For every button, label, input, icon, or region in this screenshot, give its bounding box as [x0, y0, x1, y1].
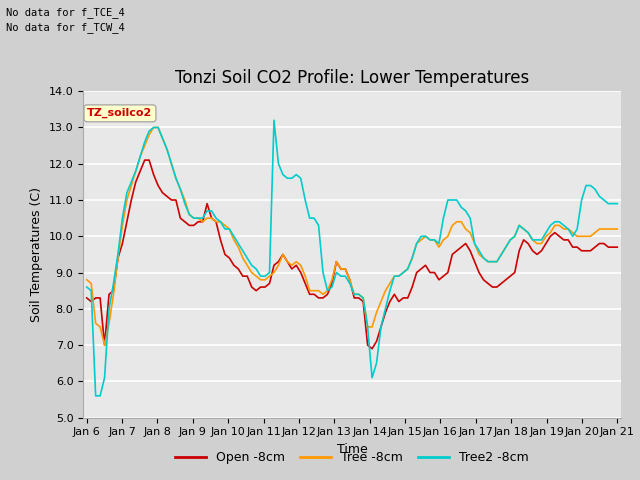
Line: Tree -8cm: Tree -8cm — [87, 128, 617, 345]
Text: TZ_soilco2: TZ_soilco2 — [88, 108, 152, 119]
Tree -8cm — [613, 226, 621, 232]
Open -8cm — [605, 244, 612, 250]
Open -8cm — [386, 299, 394, 304]
Open -8cm — [230, 263, 237, 268]
Text: No data for f_TCW_4: No data for f_TCW_4 — [6, 22, 125, 33]
Tree2 -8cm — [270, 117, 278, 123]
Open -8cm — [613, 244, 621, 250]
Open -8cm — [458, 244, 465, 250]
Tree2 -8cm — [199, 215, 207, 221]
Y-axis label: Soil Temperatures (C): Soil Temperatures (C) — [30, 187, 43, 322]
Line: Tree2 -8cm: Tree2 -8cm — [87, 120, 617, 396]
Tree2 -8cm — [613, 201, 621, 206]
Tree -8cm — [150, 125, 157, 131]
Tree -8cm — [386, 280, 394, 286]
Tree2 -8cm — [230, 233, 237, 239]
Tree -8cm — [458, 219, 465, 225]
Tree2 -8cm — [458, 204, 465, 210]
Open -8cm — [511, 270, 518, 276]
Title: Tonzi Soil CO2 Profile: Lower Temperatures: Tonzi Soil CO2 Profile: Lower Temperatur… — [175, 69, 529, 87]
X-axis label: Time: Time — [337, 443, 367, 456]
Open -8cm — [368, 346, 376, 351]
Legend: Open -8cm, Tree -8cm, Tree2 -8cm: Open -8cm, Tree -8cm, Tree2 -8cm — [170, 446, 534, 469]
Tree2 -8cm — [92, 393, 99, 399]
Tree2 -8cm — [605, 201, 612, 206]
Text: No data for f_TCE_4: No data for f_TCE_4 — [6, 7, 125, 18]
Tree2 -8cm — [83, 284, 91, 290]
Tree2 -8cm — [511, 233, 518, 239]
Tree -8cm — [511, 233, 518, 239]
Tree -8cm — [234, 244, 242, 250]
Tree -8cm — [204, 215, 211, 221]
Open -8cm — [141, 157, 148, 163]
Tree -8cm — [605, 226, 612, 232]
Line: Open -8cm: Open -8cm — [87, 160, 617, 348]
Tree -8cm — [100, 342, 108, 348]
Open -8cm — [199, 219, 207, 225]
Open -8cm — [83, 295, 91, 301]
Tree2 -8cm — [386, 288, 394, 294]
Tree -8cm — [83, 277, 91, 283]
